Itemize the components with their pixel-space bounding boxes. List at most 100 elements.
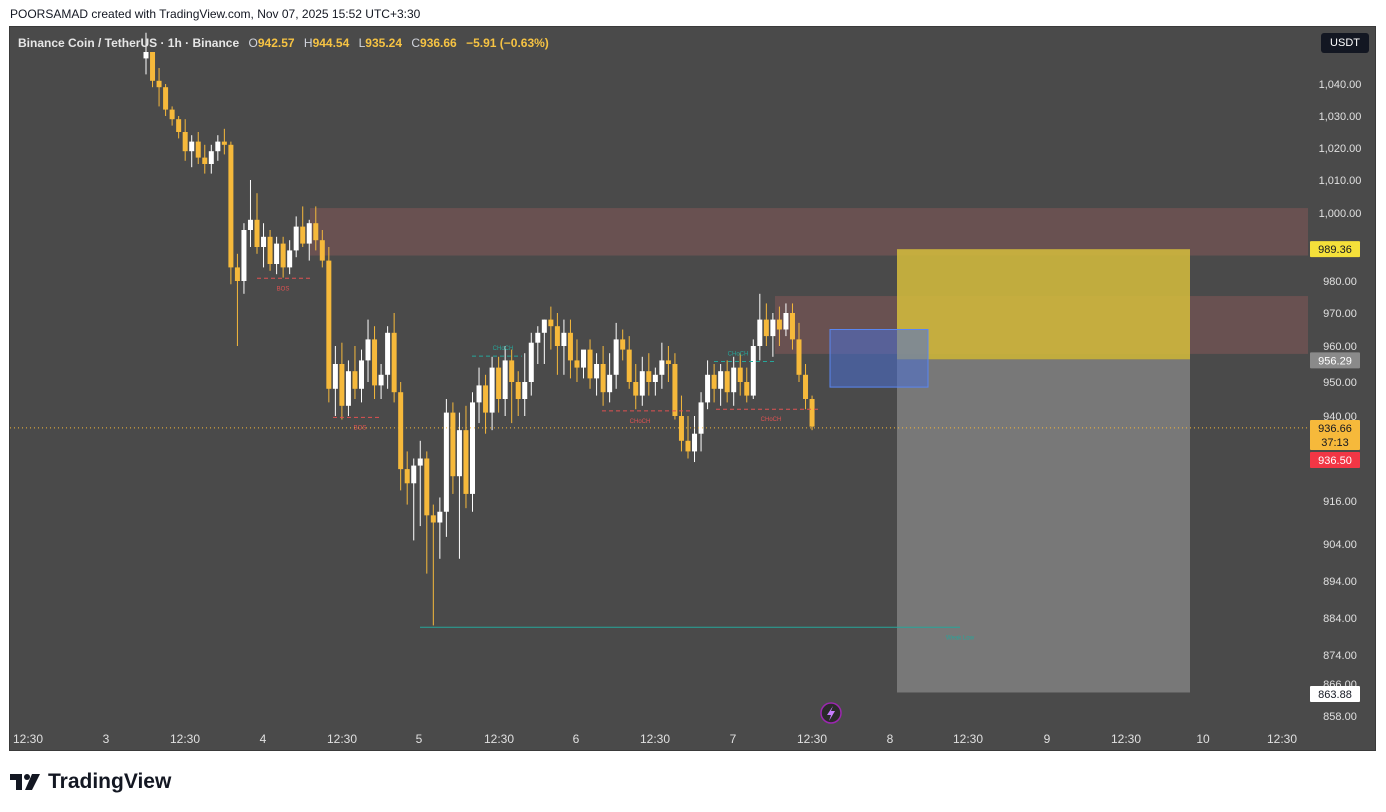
y-tick-label: 1,040.00 — [1319, 79, 1362, 91]
candle-body — [274, 243, 280, 264]
candle-body — [554, 326, 560, 346]
candle-body — [221, 141, 227, 145]
candle-body — [789, 313, 795, 340]
close-value: 936.66 — [420, 36, 457, 50]
price-tag-label: 37:13 — [1321, 437, 1349, 449]
x-tick-label: 12:30 — [327, 732, 357, 746]
candle-body — [306, 223, 312, 244]
price-tag-label: 936.66 — [1318, 423, 1352, 435]
structure-label: CHoCH — [761, 417, 782, 423]
candle-body — [744, 382, 750, 396]
candle-body — [692, 433, 698, 452]
tradingview-logo[interactable]: TradingView — [10, 770, 171, 794]
structure-label: Weak Low — [946, 635, 975, 641]
symbol-name[interactable]: Binance Coin / TetherUS · 1h · Binance — [18, 36, 240, 50]
high-value: 944.54 — [312, 36, 350, 50]
y-tick-label: 1,000.00 — [1319, 208, 1362, 220]
candle-body — [411, 465, 417, 484]
candle-body — [757, 319, 763, 346]
candle-body — [528, 342, 534, 382]
open-value: 942.57 — [257, 36, 295, 50]
candle-body — [489, 367, 495, 413]
candle-body — [607, 374, 613, 393]
y-tick-label: 874.00 — [1323, 650, 1357, 662]
candle-body — [417, 458, 423, 466]
candle-body — [809, 399, 815, 427]
candlestick-chart[interactable]: BOS BOS CHoCH CHoCH CHoCH CHoCH Weak Low 1,040.… — [10, 27, 1377, 752]
candle-body — [156, 80, 162, 88]
candle-body — [150, 52, 156, 81]
currency-button[interactable]: USDT — [1321, 33, 1369, 53]
y-tick-label: 916.00 — [1323, 496, 1357, 508]
candle-body — [659, 360, 665, 375]
candle-body — [404, 469, 410, 484]
candle-body — [332, 364, 338, 389]
candle-body — [345, 371, 351, 406]
candle-body — [195, 141, 201, 158]
price-tag-label: 956.29 — [1318, 355, 1352, 367]
price-tag-target — [1310, 241, 1360, 258]
x-tick-label: 12:30 — [640, 732, 670, 746]
candle-body — [678, 416, 684, 441]
candle-body — [293, 226, 299, 251]
candle-body — [443, 412, 449, 512]
candle-body — [241, 230, 247, 281]
candle-body — [783, 313, 789, 330]
candle-body — [770, 319, 776, 337]
candle-body — [287, 250, 293, 268]
x-tick-label: 12:30 — [484, 732, 514, 746]
candle-body — [600, 364, 606, 393]
x-tick-label: 12:30 — [953, 732, 983, 746]
y-tick-label: 884.00 — [1323, 613, 1357, 625]
candle-body — [358, 360, 364, 389]
candle-body — [280, 243, 286, 268]
candle-body — [737, 367, 743, 382]
fvg-box — [829, 329, 929, 388]
candle-body — [574, 360, 580, 368]
x-tick-label: 7 — [730, 732, 737, 746]
chart-panel[interactable]: BOS BOS CHoCH CHoCH CHoCH CHoCH Weak Low 1,040.… — [9, 26, 1376, 751]
candle-body — [339, 364, 345, 406]
candle-body — [208, 151, 214, 164]
x-tick-label: 9 — [1044, 732, 1051, 746]
y-tick-label: 904.00 — [1323, 539, 1357, 551]
candle-body — [437, 511, 443, 523]
candle-body — [254, 219, 260, 247]
candle-body — [594, 364, 600, 379]
price-tag-countdown — [1310, 434, 1360, 450]
low-value: 935.24 — [365, 36, 402, 50]
candle-body — [665, 360, 671, 364]
candle-body — [463, 430, 469, 494]
candle-body — [267, 236, 273, 264]
y-tick-label: 894.00 — [1323, 576, 1357, 588]
x-tick-label: 12:30 — [170, 732, 200, 746]
candle-body — [234, 267, 240, 281]
candle-body — [705, 374, 711, 403]
candle-body — [587, 349, 593, 379]
price-tag-entry — [1310, 352, 1360, 369]
candle-body — [509, 360, 515, 382]
y-tick-label: 970.00 — [1323, 308, 1357, 320]
high-label: H — [303, 36, 313, 50]
candle-body — [763, 319, 769, 337]
candle-body — [672, 364, 678, 416]
candle-body — [163, 87, 169, 110]
candle-body — [182, 132, 188, 152]
x-tick-label: 3 — [103, 732, 110, 746]
open-label: O — [248, 36, 258, 50]
candle-body — [633, 382, 639, 396]
change-value: −5.91 (−0.63%) — [466, 36, 549, 50]
candle-body — [581, 349, 587, 368]
symbol-legend: Binance Coin / TetherUS · 1h · Binance O… — [18, 36, 549, 50]
x-tick-label: 6 — [573, 732, 580, 746]
y-tick-label: 1,020.00 — [1319, 143, 1362, 155]
candle-body — [483, 385, 489, 413]
y-tick-label: 858.00 — [1323, 711, 1357, 723]
candle-body — [639, 371, 645, 396]
candle-body — [456, 430, 462, 477]
price-tag-stop — [1310, 686, 1360, 702]
tradingview-logo-icon — [10, 774, 40, 790]
y-tick-label: 980.00 — [1323, 276, 1357, 288]
y-tick-label: 960.00 — [1323, 341, 1357, 353]
x-tick-label: 12:30 — [13, 732, 43, 746]
